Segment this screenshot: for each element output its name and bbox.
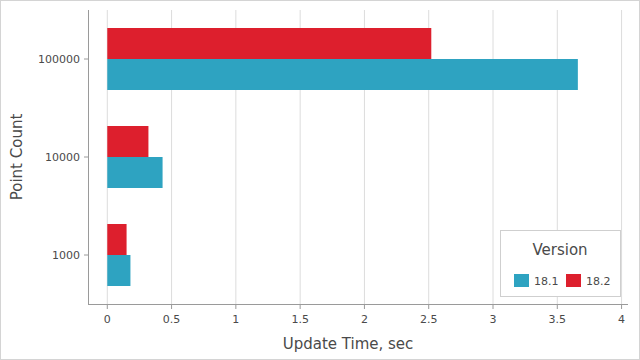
legend-label: 18.2 <box>586 275 611 288</box>
bar <box>107 255 130 286</box>
x-tick-label: 1 <box>232 313 239 326</box>
grid-line <box>621 10 622 304</box>
bar <box>107 157 162 188</box>
category-tick <box>84 157 88 158</box>
bar <box>107 224 126 255</box>
x-tick-label: 4 <box>618 313 625 326</box>
y-tick-label: 1000 <box>52 249 80 262</box>
legend-title: Version <box>532 241 587 259</box>
x-tick-label: 3.5 <box>549 313 567 326</box>
y-axis-title: Point Count <box>8 114 26 201</box>
x-axis-title: Update Time, sec <box>283 335 414 353</box>
category-tick <box>84 59 88 60</box>
x-tick-label: 3 <box>490 313 497 326</box>
y-tick-label: 10000 <box>45 151 80 164</box>
bar <box>107 28 431 59</box>
bar <box>107 126 148 157</box>
legend-label: 18.1 <box>534 275 559 288</box>
x-tick-label: 0.5 <box>163 313 181 326</box>
y-tick-label: 100000 <box>38 53 80 66</box>
grid <box>107 10 621 304</box>
legend-swatch <box>514 274 529 287</box>
x-tick-label: 0 <box>104 313 111 326</box>
y-axis-line <box>88 10 89 304</box>
chart-container: 0 0.5 1 1.5 2 2.5 3 3.5 4 1000 10000 100000 Update T… <box>0 0 640 360</box>
x-tick-label: 2 <box>361 313 368 326</box>
x-tick-label: 2.5 <box>420 313 438 326</box>
x-axis-line <box>88 304 628 305</box>
bar <box>107 59 578 90</box>
legend: Version 18.1 18.2 <box>501 231 621 297</box>
x-tick-label: 1.5 <box>291 313 309 326</box>
chart-border <box>1 1 640 360</box>
category-tick <box>84 255 88 256</box>
grid-line <box>493 10 494 304</box>
chart: 0 0.5 1 1.5 2 2.5 3 3.5 4 1000 10000 100000 Update T… <box>0 0 640 360</box>
legend-swatch <box>566 274 581 287</box>
legend-box <box>501 231 621 297</box>
